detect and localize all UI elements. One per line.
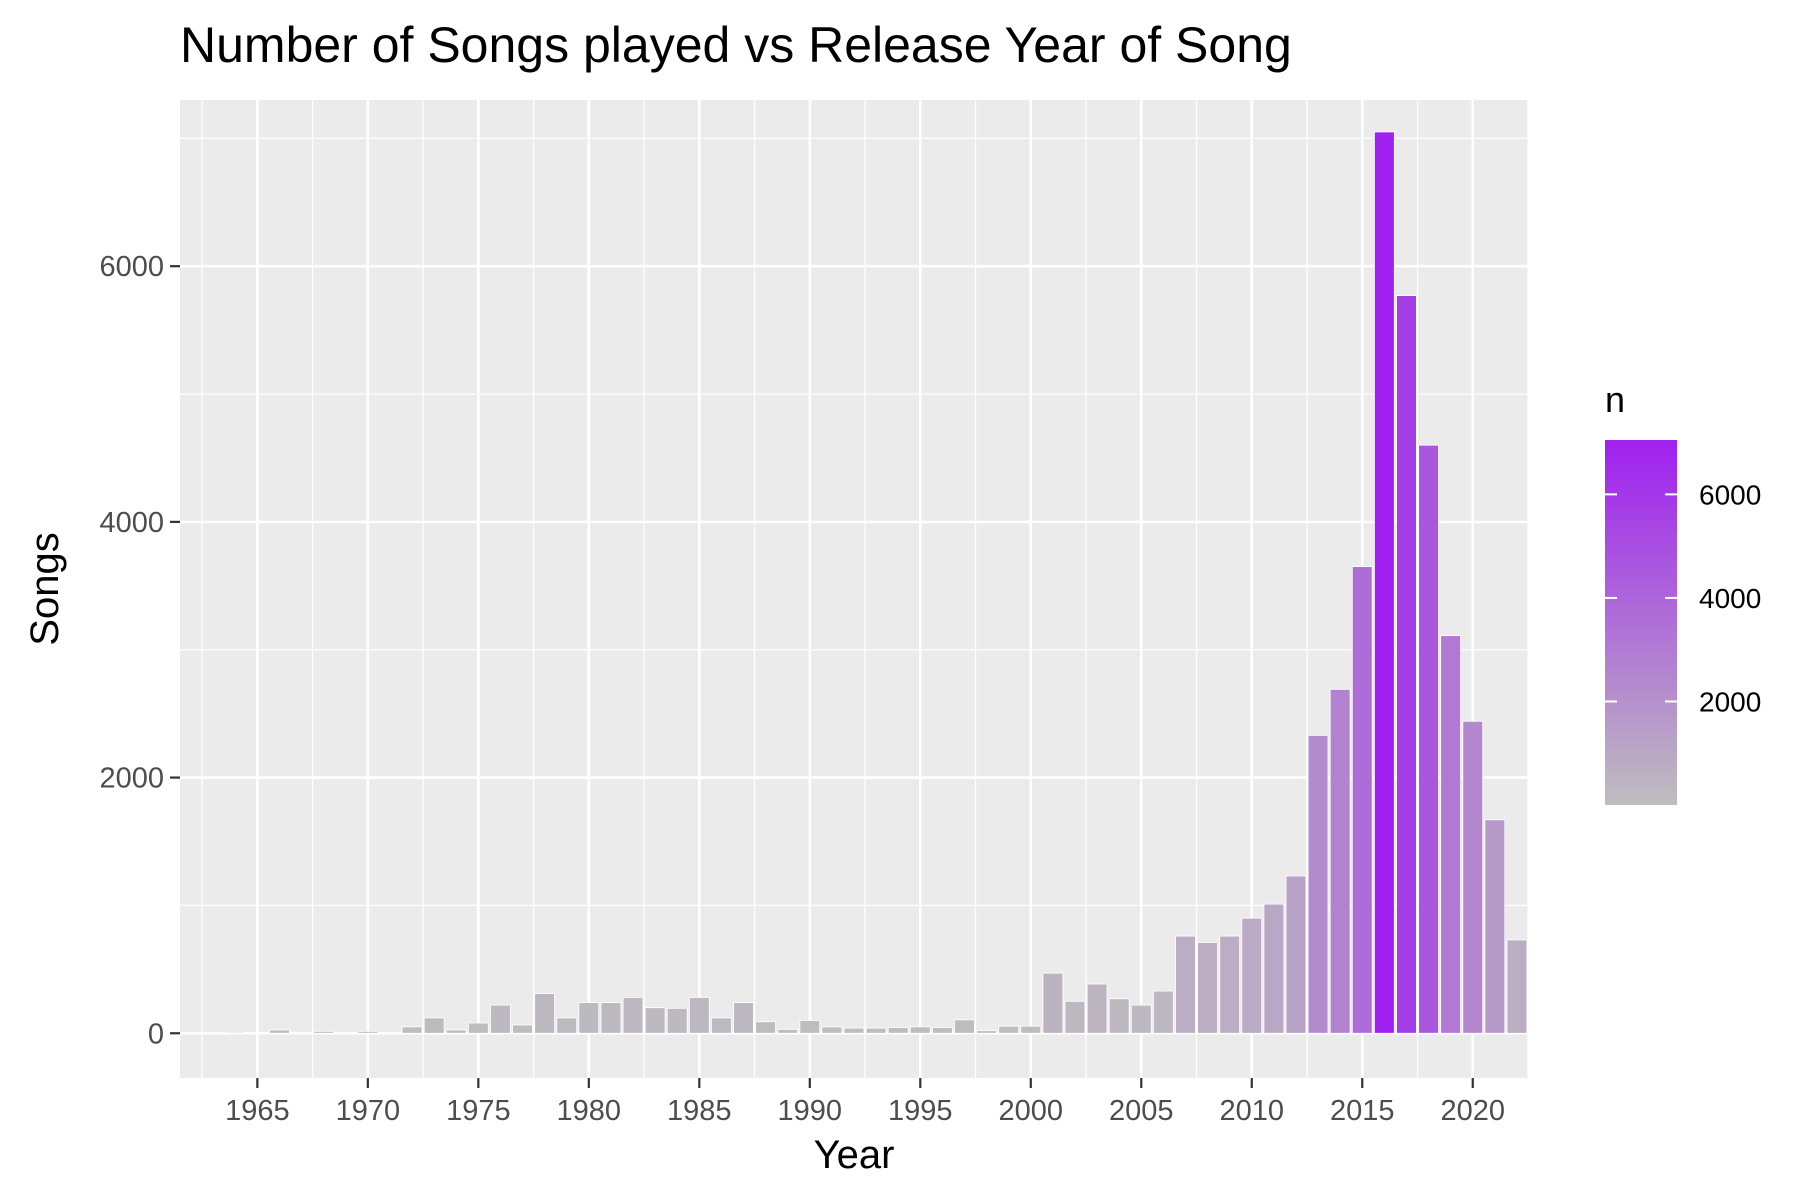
bar-1970 (357, 1030, 379, 1034)
bar-1972 (401, 1026, 423, 1034)
bar-1986 (711, 1017, 732, 1034)
bar-1999 (998, 1025, 1020, 1034)
bar-1982 (622, 997, 644, 1034)
y-tick-label: 6000 (99, 251, 164, 283)
legend-title: n (1605, 379, 1625, 420)
x-tick-label: 1975 (446, 1095, 511, 1127)
bar-2012 (1285, 875, 1307, 1034)
x-tick-label: 1985 (667, 1095, 732, 1127)
legend-tick-label: 4000 (1699, 583, 1761, 614)
x-tick-label: 1970 (336, 1095, 401, 1127)
bar-1994 (887, 1027, 909, 1034)
bar-1974 (445, 1029, 467, 1034)
bar-2005 (1130, 1004, 1152, 1034)
bar-2004 (1108, 998, 1130, 1034)
bar-1993 (865, 1027, 887, 1034)
bar-1962 (180, 1032, 202, 1034)
bar-1983 (644, 1007, 666, 1034)
bar-1988 (755, 1021, 776, 1034)
x-tick-label: 1990 (778, 1095, 843, 1127)
bar-1968 (313, 1030, 334, 1034)
bar-1977 (512, 1024, 533, 1034)
x-tick-label: 2015 (1330, 1095, 1395, 1127)
bar-2007 (1175, 935, 1196, 1034)
color-legend: n 2000 4000 6000 (1605, 379, 1761, 805)
x-tick-label: 1995 (888, 1095, 953, 1127)
bars (180, 131, 1528, 1034)
bar-1981 (600, 1002, 622, 1034)
bar-1979 (556, 1017, 578, 1034)
bar-2008 (1197, 942, 1218, 1034)
bar-1985 (688, 997, 710, 1034)
bar-1975 (467, 1022, 489, 1034)
x-tick-label: 2010 (1220, 1095, 1285, 1127)
bar-1964 (224, 1031, 246, 1034)
bar-2002 (1064, 1000, 1086, 1034)
bar-2011 (1263, 903, 1285, 1034)
bar-2009 (1219, 935, 1241, 1034)
bar-2016 (1374, 131, 1395, 1034)
y-tick-label: 0 (148, 1018, 164, 1050)
legend-tick-label: 2000 (1699, 686, 1761, 717)
chart-title: Number of Songs played vs Release Year o… (180, 17, 1292, 73)
bar-2003 (1086, 983, 1108, 1034)
bar-1980 (578, 1002, 600, 1034)
bar-1989 (777, 1029, 799, 1034)
bar-1973 (423, 1017, 445, 1034)
axes: 0 2000 4000 6000 1965 1970 1975 1980 1985 1990 199… (99, 251, 1505, 1127)
legend-tick-label: 6000 (1699, 479, 1761, 510)
bar-1966 (269, 1029, 290, 1034)
x-tick-label: 1980 (557, 1095, 622, 1127)
bar-2014 (1329, 688, 1351, 1034)
bar-2018 (1418, 444, 1439, 1034)
bar-2022 (1506, 939, 1528, 1034)
bar-2015 (1351, 566, 1373, 1034)
y-tick-label: 2000 (99, 763, 164, 795)
bar-2013 (1307, 734, 1329, 1034)
bar-1987 (733, 1002, 754, 1034)
bar-2020 (1462, 720, 1484, 1034)
bar-2006 (1153, 990, 1174, 1034)
bar-1997 (954, 1019, 975, 1034)
x-tick-label: 2020 (1440, 1095, 1505, 1127)
legend-colorbar (1605, 440, 1677, 805)
x-axis-title: Year (814, 1133, 895, 1177)
bar-1998 (976, 1030, 997, 1034)
x-tick-label: 1965 (225, 1095, 290, 1127)
y-tick-label: 4000 (99, 507, 164, 539)
bar-2021 (1484, 819, 1506, 1034)
bar-1990 (799, 1020, 821, 1034)
bar-1996 (932, 1027, 953, 1034)
bar-1995 (909, 1026, 931, 1034)
grid-lines (180, 100, 1529, 1078)
bar-1978 (534, 993, 555, 1034)
x-tick-label: 2005 (1109, 1095, 1174, 1127)
bar-2000 (1020, 1025, 1042, 1034)
bar-2019 (1440, 635, 1461, 1034)
bar-2017 (1396, 295, 1417, 1034)
bar-1984 (666, 1007, 688, 1034)
bar-1992 (843, 1027, 865, 1034)
y-axis-title: Songs (23, 532, 67, 645)
x-tick-label: 2000 (999, 1095, 1064, 1127)
bar-1976 (490, 1004, 511, 1034)
bar-2001 (1042, 972, 1064, 1034)
bar-2010 (1241, 917, 1263, 1034)
bar-1991 (821, 1026, 843, 1034)
